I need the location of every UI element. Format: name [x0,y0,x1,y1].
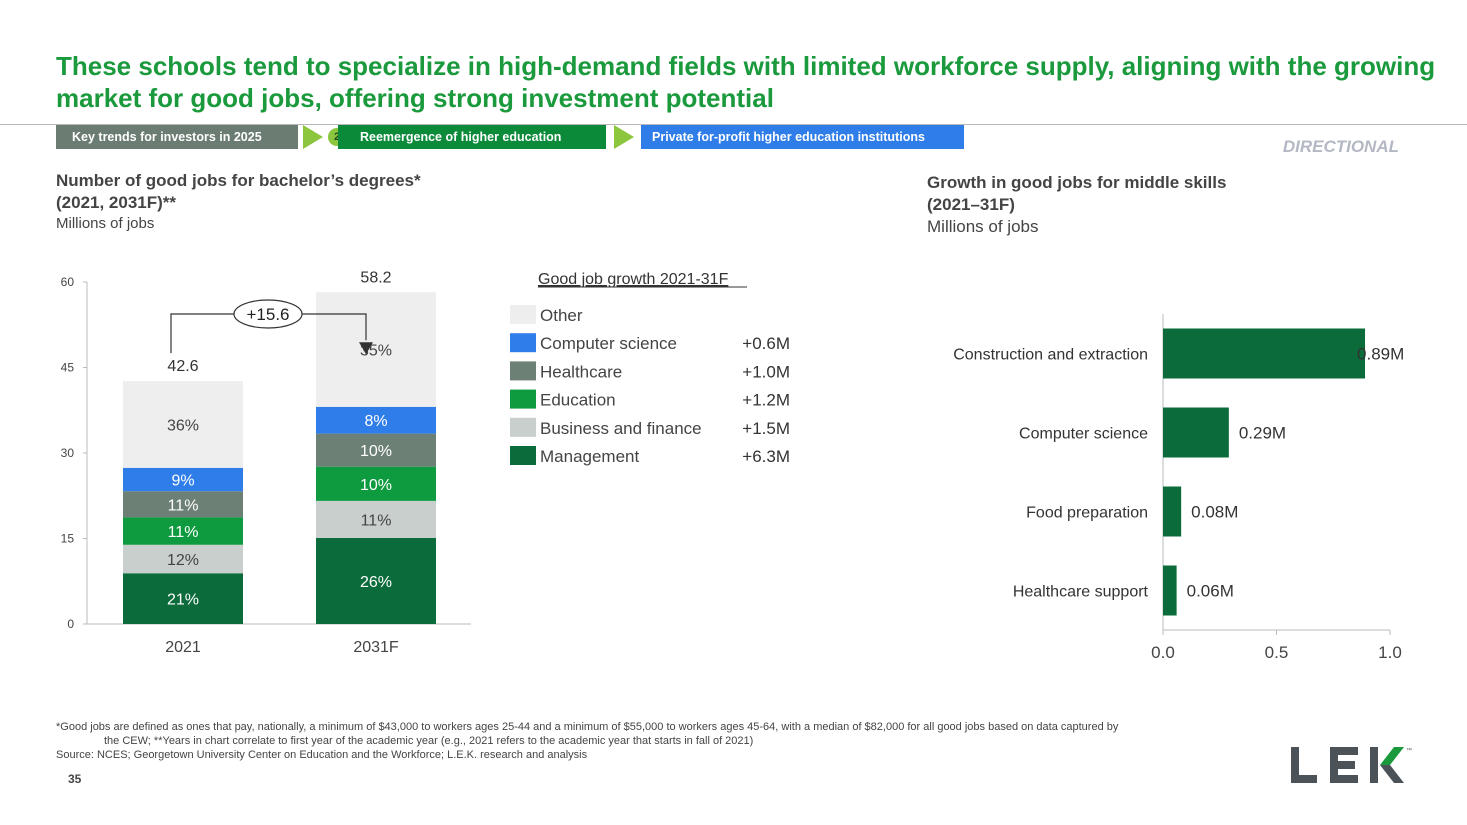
segment-percent-label: 10% [360,477,392,494]
legend-swatch-healthcare [510,361,536,381]
y-tick-label: 60 [61,275,75,289]
bar-segment-other [316,292,436,407]
legend-label: Computer science [540,334,677,353]
legend-swatch-computer_science [510,333,536,353]
breadcrumb-key-trends[interactable]: Key trends for investors in 2025 [56,125,298,149]
bar-segment-healthcare [123,491,243,518]
hbar-value-label: 0.89M [1357,345,1404,364]
legend-swatch-management [510,446,536,465]
breadcrumb-higher-education[interactable]: Reemergence of higher education [338,125,606,149]
segment-percent-label: 8% [364,413,387,430]
hbar [1163,486,1182,537]
hbar-value-label: 0.29M [1239,424,1286,443]
x-category-label: 2031F [353,639,399,656]
segment-percent-label: 11% [168,524,199,541]
hbar [1163,328,1366,379]
title-divider [0,124,1467,125]
x-category-label: 2021 [165,639,201,656]
bar-segment-business_finance [123,544,243,574]
left-chart-title-line2: (2021, 2031F)** [56,193,177,212]
bar-segment-management [316,537,436,624]
bar-segment-computer_science [123,467,243,492]
bar-segment-computer_science [316,406,436,434]
hbar [1163,565,1177,616]
growth-delta-oval [233,299,303,329]
footnote-years: the CEW; **Years in chart correlate to f… [104,735,754,747]
segment-percent-label: 26% [360,574,392,591]
legend-growth-value: +6.3M [742,447,790,466]
directional-tag: DIRECTIONAL [1282,137,1399,156]
legend-growth-value: +1.5M [742,419,790,438]
hbar-category-label: Construction and extraction [953,347,1148,364]
legend-growth-value: +1.2M [742,391,790,410]
segment-percent-label: 21% [167,592,199,609]
hbar [1163,407,1229,458]
y-tick-label: 0 [67,617,74,631]
bar-total-label: 42.6 [167,358,198,375]
left-chart-title-line1: Number of good jobs for bachelor’s degre… [56,171,421,190]
legend-title: Good job growth 2021-31F [538,271,729,288]
right-chart-title-line2: (2021–31F) [927,195,1015,214]
right-chart-title: Growth in good jobs for middle skills (2… [927,172,1226,216]
y-tick-label: 45 [61,361,75,375]
bar-segment-education [123,517,243,545]
legend-label: Management [540,447,640,466]
right-x-tick-label: 0.5 [1265,643,1289,662]
y-tick-label: 30 [61,446,75,460]
legend-swatch-other [510,305,536,324]
legend-growth-value: +1.0M [742,362,790,381]
footnote-good-jobs: *Good jobs are defined as ones that pay,… [56,721,1119,733]
growth-delta-label: +15.6 [246,305,289,324]
segment-percent-label: 11% [168,497,199,514]
legend-label: Business and finance [540,419,702,438]
segment-percent-label: 36% [167,418,199,435]
legend-label: Other [540,306,583,325]
bar-segment-healthcare [316,433,436,467]
page-title: These schools tend to specialize in high… [56,51,1436,113]
right-chart-title-line1: Growth in good jobs for middle skills [927,173,1227,192]
right-x-tick-label: 0.0 [1151,643,1175,662]
page-number: 35 [68,772,82,786]
bar-segment-other [123,381,243,468]
legend-label: Healthcare [540,362,622,381]
trademark-symbol: ™ [1406,747,1412,754]
hbar-category-label: Food preparation [1026,505,1148,522]
y-tick-label: 15 [61,532,75,546]
segment-percent-label: 10% [360,443,392,460]
hbar-category-label: Healthcare support [1013,584,1149,601]
legend-growth-value: +0.6M [742,334,790,353]
chevron-right-icon [614,125,634,149]
legend-swatch-business_finance [510,417,536,437]
lek-logo: ™ [1291,747,1412,783]
hbar-category-label: Computer science [1019,426,1148,443]
left-chart-title: Number of good jobs for bachelor’s degre… [56,170,421,214]
hbar-value-label: 0.06M [1187,582,1234,601]
segment-percent-label: 12% [167,552,199,569]
bar-segment-business_finance [316,500,436,538]
legend-swatch-education [510,389,536,409]
bar-segment-management [123,573,243,624]
breadcrumb-private-for-profit[interactable]: Private for-profit higher education inst… [641,125,964,149]
hbar-value-label: 0.08M [1191,503,1238,522]
right-x-tick-label: 1.0 [1378,643,1402,662]
chevron-right-icon [303,125,323,149]
bar-total-label: 58.2 [360,269,391,286]
growth-arrow-head [359,342,373,355]
bar-segment-education [316,466,436,501]
source-note: Source: NCES; Georgetown University Cent… [56,749,588,761]
segment-percent-label: 9% [171,473,194,490]
right-chart-subtitle: Millions of jobs [927,217,1039,236]
legend-label: Education [540,391,616,410]
segment-percent-label: 11% [361,512,392,529]
left-chart-subtitle: Millions of jobs [56,215,155,232]
